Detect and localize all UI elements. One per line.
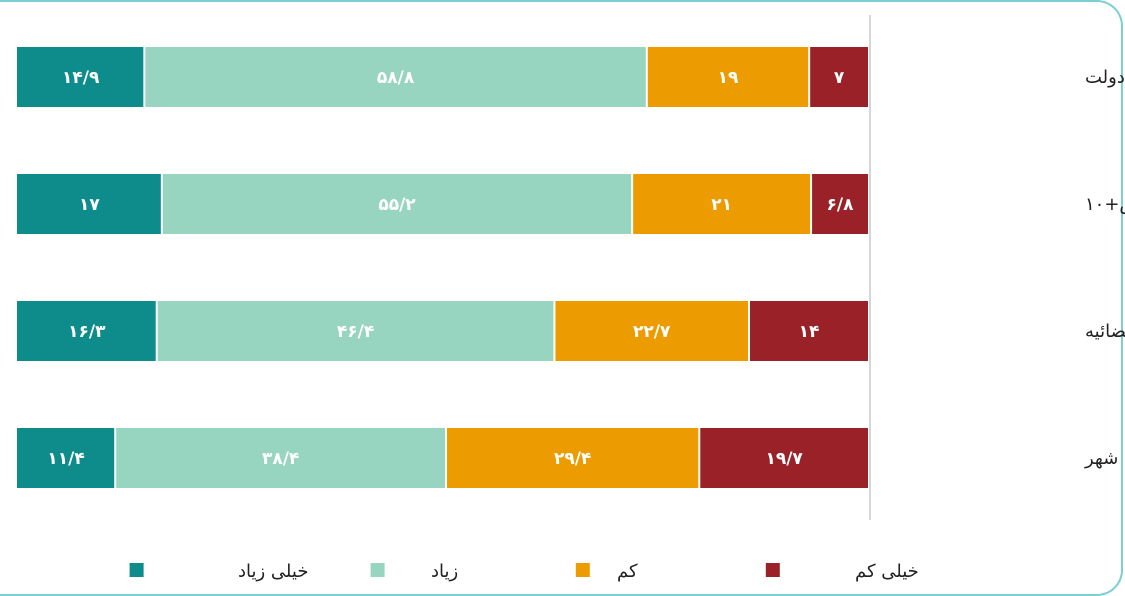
legend-swatch [370, 563, 385, 577]
category-label: خدمات الکترونیک شهر [1084, 448, 1125, 469]
legend-label: زیاد [431, 561, 458, 582]
legend-label: خیلی کم [855, 561, 919, 582]
data-label: ۲۹/۴ [554, 449, 591, 469]
bars-group: ۷ ۱۹ ۵۸/۸ ۱۴/۹ پیشخوان دولت ۶/۸ ۲۱ ۵۵/۲ ۱۷ پلیس+۱… [17, 47, 1125, 488]
data-label: ۲۱ [711, 195, 732, 215]
data-label: ۱۴/۹ [62, 68, 100, 88]
bar-segment [647, 47, 809, 107]
data-label: ۱۹/۷ [765, 449, 803, 469]
data-label: ۴۶/۴ [337, 322, 374, 342]
bar-segment [162, 174, 632, 234]
data-label: ۷ [834, 68, 845, 88]
data-label: ۵۵/۲ [378, 195, 416, 215]
bar-segment [812, 174, 868, 234]
data-label: ۳۸/۴ [262, 449, 299, 469]
bar-segment [157, 301, 554, 361]
bar-segment [447, 428, 699, 488]
data-label: ۱۷ [79, 195, 100, 215]
data-label: ۶/۸ [827, 195, 855, 215]
category-label: پیشخوان دولت [1085, 67, 1125, 88]
legend-swatch [765, 563, 780, 577]
bar-segment [17, 301, 156, 361]
legend-label: کم [617, 561, 638, 582]
bar-segment [116, 428, 446, 488]
data-label: ۱۴ [799, 322, 820, 342]
legend-swatch [129, 563, 144, 577]
bar-segment [700, 428, 868, 488]
bar-segment [17, 428, 115, 488]
bar-segment [17, 174, 161, 234]
legend-label: خیلی زیاد [238, 561, 308, 582]
data-label: ۱۹ [718, 68, 739, 88]
data-label: ۱۶/۳ [68, 322, 106, 342]
data-label: ۲۲/۷ [633, 322, 671, 342]
legend-swatch [575, 563, 590, 577]
bar-segment [17, 47, 144, 107]
category-label: پلیس+۱۰ [1085, 194, 1125, 215]
bar-segment [145, 47, 646, 107]
bar-segment [810, 47, 868, 107]
data-label: ۵۸/۸ [377, 68, 415, 88]
bar-segment [750, 301, 868, 361]
bar-segment [555, 301, 748, 361]
data-label: ۱۱/۴ [47, 449, 84, 469]
bar-segment [633, 174, 811, 234]
category-label: پیشخوان قوه قضائیه [1085, 321, 1125, 342]
legend: خیلی کم کم زیاد خیلی زیاد [129, 561, 919, 582]
